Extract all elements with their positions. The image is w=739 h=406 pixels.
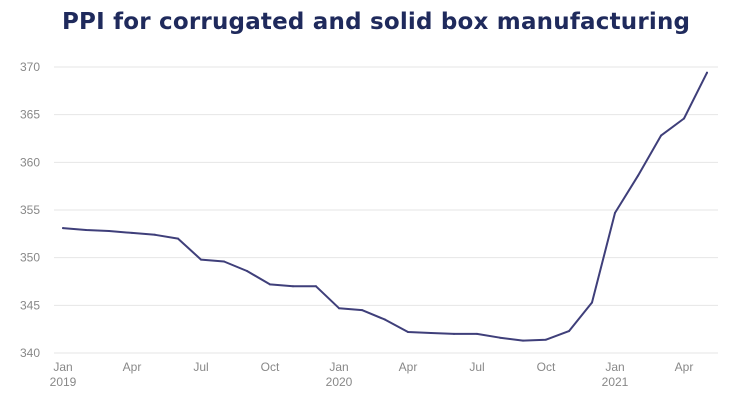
data-point [637,174,639,177]
x-tick-year-label: 2021 [602,375,629,389]
data-point [568,330,570,333]
data-point [407,331,409,334]
data-point [315,285,317,288]
data-point [361,309,363,312]
data-point [131,231,133,234]
data-point [154,233,156,236]
data-point [522,339,524,342]
y-axis-ticks: 370 365 360 355 350 345 340 [20,60,40,360]
data-point [614,211,616,214]
x-tick-year-label: 2020 [326,375,353,389]
y-tick-label: 340 [20,346,40,360]
data-point [706,71,708,74]
data-point [545,338,547,341]
x-tick-label: Jan [53,360,72,374]
data-point [223,260,225,263]
x-tick-label: Jan [605,360,624,374]
data-point [660,134,662,137]
data-point [62,227,64,230]
data-point [384,318,386,321]
data-point [269,283,271,286]
x-tick-label: Jul [469,360,484,374]
data-point [591,301,593,304]
y-tick-label: 350 [20,251,40,265]
y-tick-label: 360 [20,155,40,169]
y-tick-label: 370 [20,60,40,74]
y-tick-label: 355 [20,203,40,217]
x-tick-label: Jan [329,360,348,374]
data-point [453,332,455,335]
x-tick-label: Apr [123,360,142,374]
y-tick-label: 365 [20,108,40,122]
data-point [200,258,202,261]
data-point [430,331,432,334]
y-tick-label: 345 [20,298,40,312]
data-point [85,229,87,232]
data-point [499,336,501,339]
data-point [292,285,294,288]
x-tick-label: Jul [193,360,208,374]
data-point [177,237,179,240]
gridlines [54,66,718,354]
data-point [476,332,478,335]
x-tick-label: Apr [399,360,418,374]
data-point [108,229,110,232]
series-line-1 [62,71,708,342]
data-point [338,307,340,310]
chart-title: PPI for corrugated and solid box manufac… [62,9,691,35]
x-tick-label: Oct [261,360,280,374]
x-tick-year-label: 2019 [50,375,77,389]
x-tick-label: Oct [537,360,556,374]
series-layer [62,71,708,342]
x-tick-label: Apr [675,360,694,374]
data-point [683,117,685,120]
data-point [246,270,248,273]
